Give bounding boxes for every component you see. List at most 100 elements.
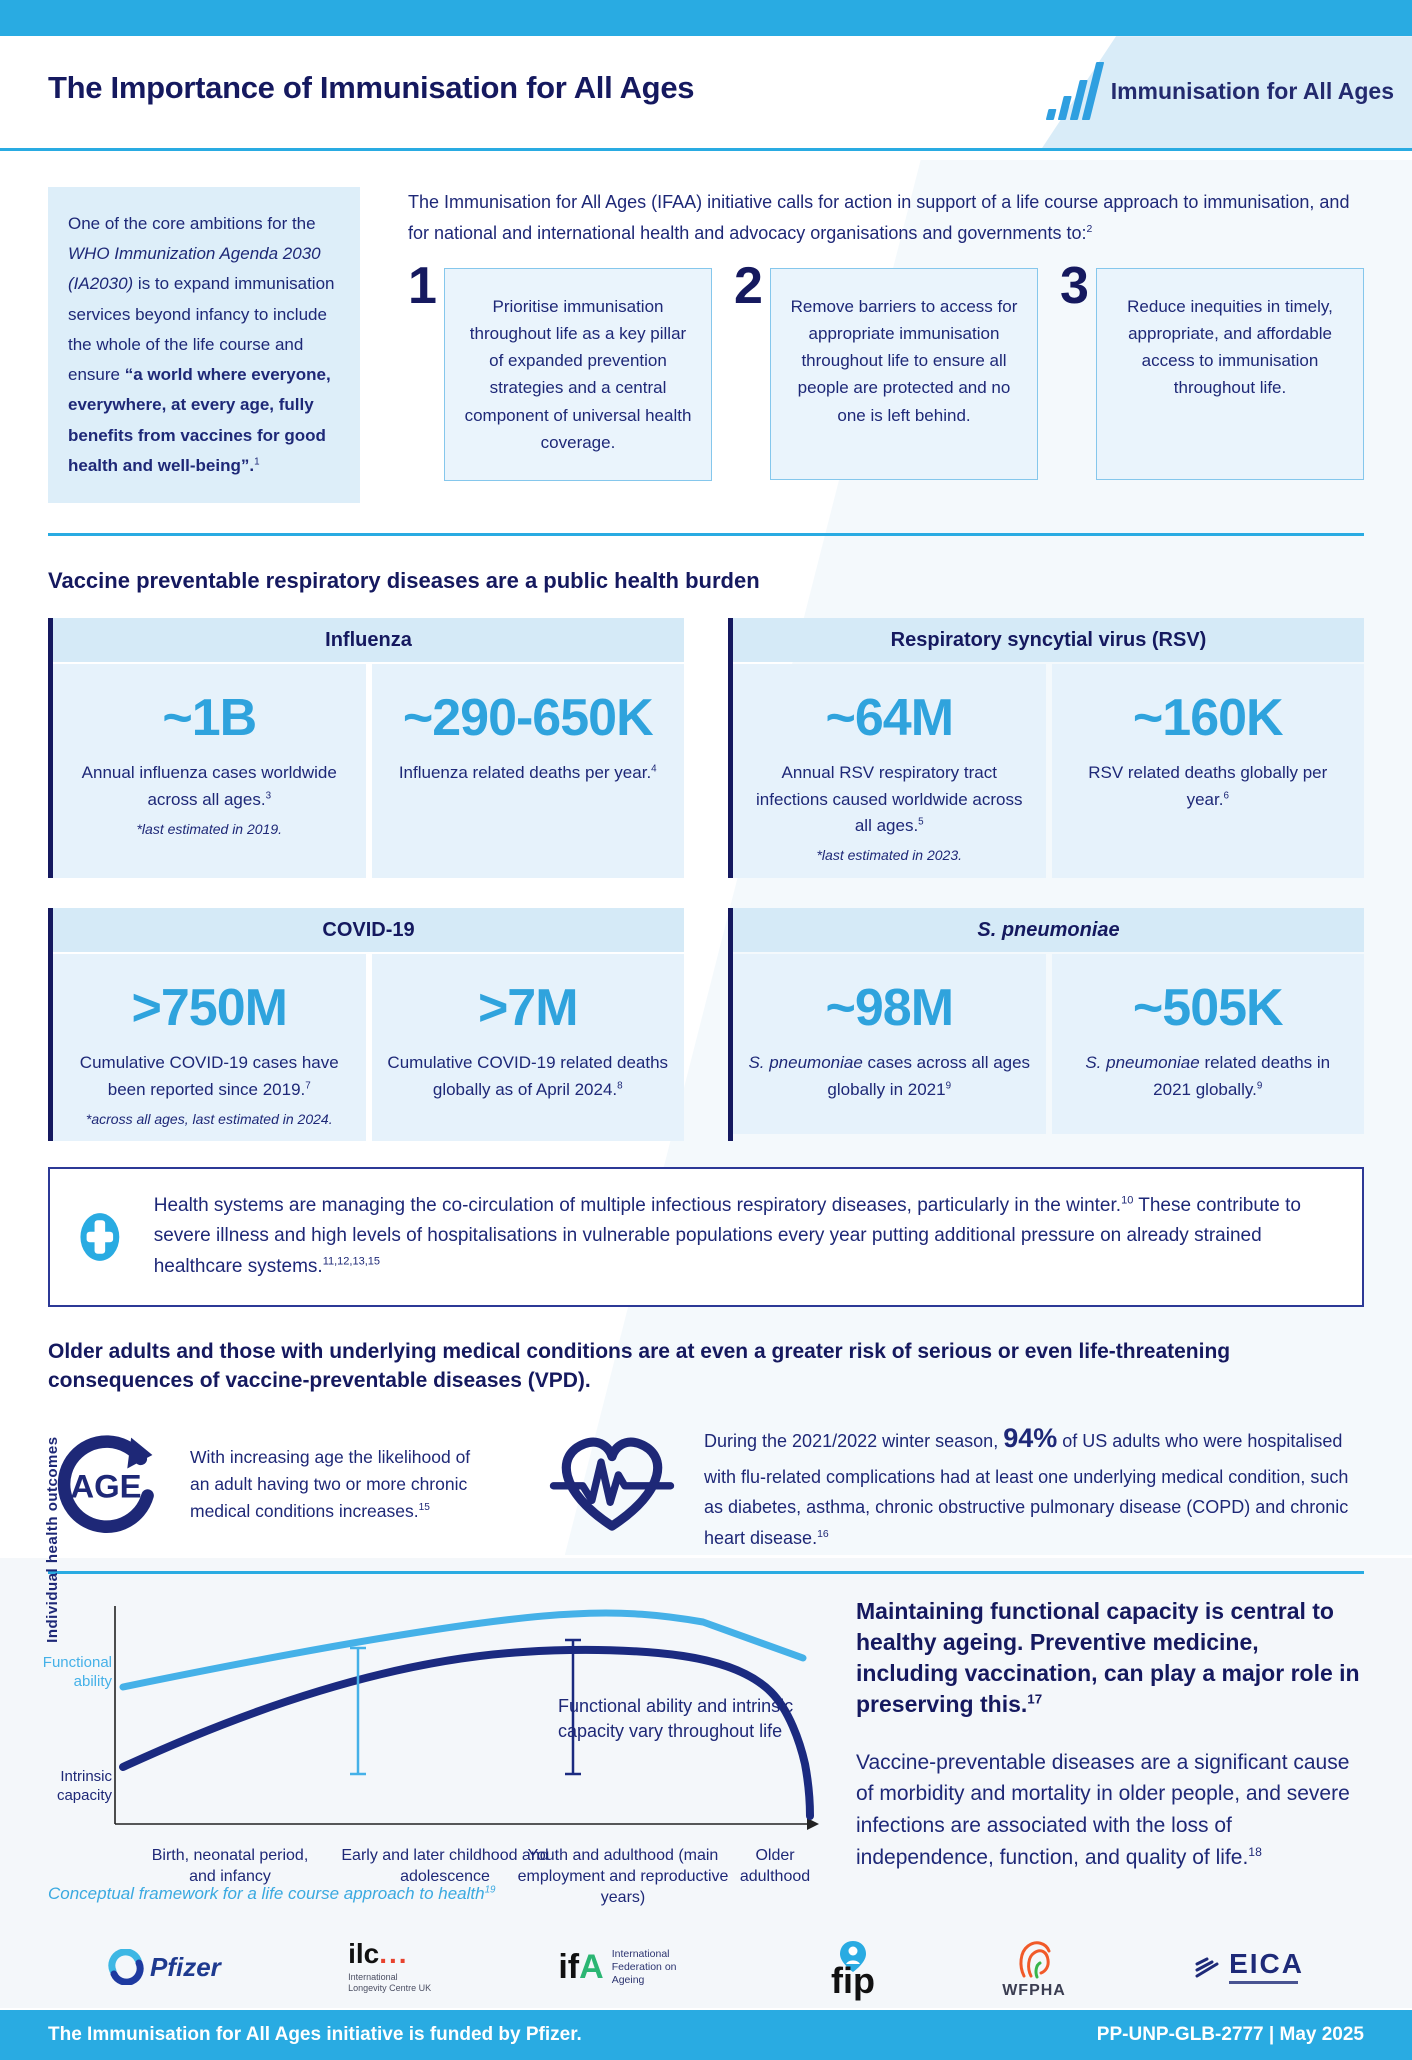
- panel-title: S. pneumoniae: [733, 908, 1364, 953]
- age-fact: AGE With increasing age the likelihood o…: [48, 1426, 548, 1542]
- stat-value: ~290-650K: [402, 689, 654, 748]
- intro-text-bold: “a world where everyone, everywhere, at …: [68, 365, 331, 475]
- series-label-intrinsic-capacity: Intrinsic capacity: [56, 1768, 112, 1805]
- panel-title: Influenza: [53, 618, 684, 663]
- age-fact-text: With increasing age the likelihood of an…: [190, 1446, 471, 1522]
- stat-footnote: *across all ages, last estimated in 2024…: [85, 1110, 333, 1127]
- stat-value: ~505K: [1132, 979, 1284, 1038]
- section-divider: [48, 1571, 1364, 1575]
- stat-description: Influenza related deaths per year.4: [398, 763, 657, 783]
- pfizer-swirl-icon: [108, 1949, 144, 1986]
- intro-right-column: The Immunisation for All Ages (IFAA) ini…: [408, 187, 1364, 503]
- x-category-label: Birth, neonatal period, and infancy: [151, 1847, 309, 1886]
- action-box: Reduce inequities in timely, appropriate…: [1096, 267, 1364, 480]
- chart-y-axis-label: Individual health outcomes: [44, 1436, 61, 1644]
- action-item-2: 2 Remove barriers to access for appropri…: [734, 257, 1038, 481]
- stat-description: Annual influenza cases worldwide across …: [81, 763, 337, 809]
- callout-text: Health systems are managing the co-circu…: [153, 1194, 1301, 1278]
- ifa-logo: if A International Federation on Ageing: [558, 1947, 677, 1987]
- flu-stat-94: 94%: [1003, 1422, 1058, 1453]
- influenza-panel: Influenza ~1B Annual influenza cases wor…: [48, 618, 684, 879]
- stat-description: RSV related deaths globally per year.6: [1088, 763, 1328, 809]
- action-number: 2: [734, 256, 763, 315]
- age-cycle-icon: AGE: [57, 1435, 154, 1534]
- action-number: 1: [408, 256, 437, 315]
- stat-description: S. pneumoniae related deaths in 2021 glo…: [1085, 1053, 1331, 1099]
- stat-footnote: *last estimated in 2019.: [136, 820, 283, 837]
- functional-ability-range-bar: [350, 1647, 366, 1776]
- bar-chart-logo-icon: [1045, 62, 1104, 121]
- stat-value: ~64M: [825, 689, 954, 748]
- x-category-label: Older adulthood: [739, 1847, 811, 1886]
- header: The Importance of Immunisation for All A…: [0, 36, 1412, 149]
- stat-value: >750M: [131, 979, 288, 1038]
- pneumoniae-panel: S. pneumoniae ~98M S. pneumoniae cases a…: [728, 908, 1364, 1141]
- pfizer-logo: Pfizer: [108, 1949, 221, 1986]
- flu-fact-text: During the 2021/2022 winter season, 94% …: [704, 1422, 1349, 1548]
- stat-footnote: *last estimated in 2023.: [816, 847, 963, 864]
- footer-document-code: PP-UNP-GLB-2777 | May 2025: [1096, 2024, 1364, 2046]
- stat-cell: ~1B Annual influenza cases worldwide acr…: [53, 664, 366, 879]
- footnote-ref: 1: [254, 456, 260, 468]
- disease-stats-grid: Influenza ~1B Annual influenza cases wor…: [48, 618, 1364, 1141]
- eica-tagline-bar: [1229, 1981, 1298, 1985]
- stat-cell: ~64M Annual RSV respiratory tract infect…: [733, 664, 1046, 879]
- chart-annotation: Functional ability and intrinsic capacit…: [558, 1696, 794, 1741]
- risk-facts-row: AGE With increasing age the likelihood o…: [48, 1416, 1364, 1554]
- fip-logo: fip: [831, 1939, 875, 1998]
- stat-description: Cumulative COVID-19 cases have been repo…: [79, 1053, 339, 1099]
- action-item-1: 1 Prioritise immunisation throughout lif…: [408, 257, 712, 482]
- covid-panel: COVID-19 >750M Cumulative COVID-19 cases…: [48, 908, 684, 1141]
- eica-icon: [1195, 1957, 1219, 1978]
- chart-caption: Conceptual framework for a life course a…: [48, 1884, 496, 1904]
- main-content: One of the core ambitions for the WHO Im…: [0, 151, 1412, 2010]
- ilc-logo: ilc... International Longevity Centre UK: [348, 1938, 432, 1994]
- flu-fact: During the 2021/2022 winter season, 94% …: [548, 1416, 1364, 1554]
- life-course-chart: Individual health outcomes Functional ab…: [43, 1437, 838, 1906]
- stat-description: Cumulative COVID-19 related deaths globa…: [387, 1053, 669, 1099]
- wfpha-logo: WFPHA: [1002, 1934, 1066, 2000]
- ageing-text-column: Maintaining functional capacity is centr…: [856, 1596, 1364, 1906]
- burden-heading: Vaccine preventable respiratory diseases…: [48, 568, 760, 594]
- ageing-heading: Maintaining functional capacity is centr…: [856, 1598, 1360, 1718]
- health-systems-callout: Health systems are managing the co-circu…: [48, 1166, 1364, 1307]
- rsv-panel: Respiratory syncytial virus (RSV) ~64M A…: [728, 618, 1364, 879]
- brand-logo-text: Immunisation for All Ages: [1110, 77, 1394, 104]
- panel-title: COVID-19: [53, 908, 684, 953]
- stat-cell: ~98M S. pneumoniae cases across all ages…: [733, 954, 1046, 1135]
- panel-title: Respiratory syncytial virus (RSV): [733, 618, 1364, 663]
- stat-description: Annual RSV respiratory tract infections …: [756, 763, 1023, 835]
- stat-value: ~1B: [162, 689, 257, 748]
- page-title: The Importance of Immunisation for All A…: [48, 70, 695, 106]
- call-to-action-list: 1 Prioritise immunisation throughout lif…: [408, 257, 1364, 482]
- partner-logos-row: Pfizer ilc... International Longevity Cen…: [48, 1924, 1364, 2010]
- heart-pulse-icon: [549, 1438, 675, 1532]
- action-box: Remove barriers to access for appropriat…: [770, 267, 1038, 480]
- functional-ability-line: [119, 1609, 807, 1691]
- who-agenda-box: One of the core ambitions for the WHO Im…: [48, 186, 360, 504]
- lead-paragraph: The Immunisation for All Ages (IFAA) ini…: [408, 191, 1350, 244]
- risk-heading: Older adults and those with underlying m…: [48, 1339, 1231, 1393]
- intro-text-italic: WHO Immunization Agenda 2030 (IA2030): [68, 244, 321, 294]
- stat-cell: ~505K S. pneumoniae related deaths in 20…: [1051, 954, 1364, 1135]
- stat-value: >7M: [477, 979, 579, 1038]
- wfpha-fingerprint-icon: [1019, 1941, 1051, 1979]
- stat-cell: ~160K RSV related deaths globally per ye…: [1051, 664, 1364, 879]
- stat-cell: >7M Cumulative COVID-19 related deaths g…: [371, 954, 684, 1141]
- action-item-3: 3 Reduce inequities in timely, appropria…: [1060, 257, 1364, 481]
- top-accent-bar: [0, 0, 1412, 37]
- intro-text: is to expand immunisation services beyon…: [68, 274, 335, 385]
- action-number: 3: [1060, 256, 1089, 315]
- section-divider: [48, 533, 1364, 537]
- x-category-label: Youth and adulthood (main employment and…: [517, 1847, 729, 1906]
- series-label-functional-ability: Functional ability: [42, 1654, 112, 1691]
- svg-text:AGE: AGE: [70, 1468, 141, 1505]
- stat-cell: >750M Cumulative COVID-19 cases have bee…: [53, 954, 366, 1141]
- footer-funding-text: The Immunisation for All Ages initiative…: [48, 2024, 582, 2046]
- medical-cross-icon: [80, 1213, 120, 1261]
- intro-text: One of the core ambitions for the: [68, 213, 316, 233]
- footer-bar: The Immunisation for All Ages initiative…: [0, 2010, 1412, 2060]
- action-box: Prioritise immunisation throughout life …: [444, 267, 712, 482]
- life-course-section: Individual health outcomes Functional ab…: [43, 1437, 1364, 1906]
